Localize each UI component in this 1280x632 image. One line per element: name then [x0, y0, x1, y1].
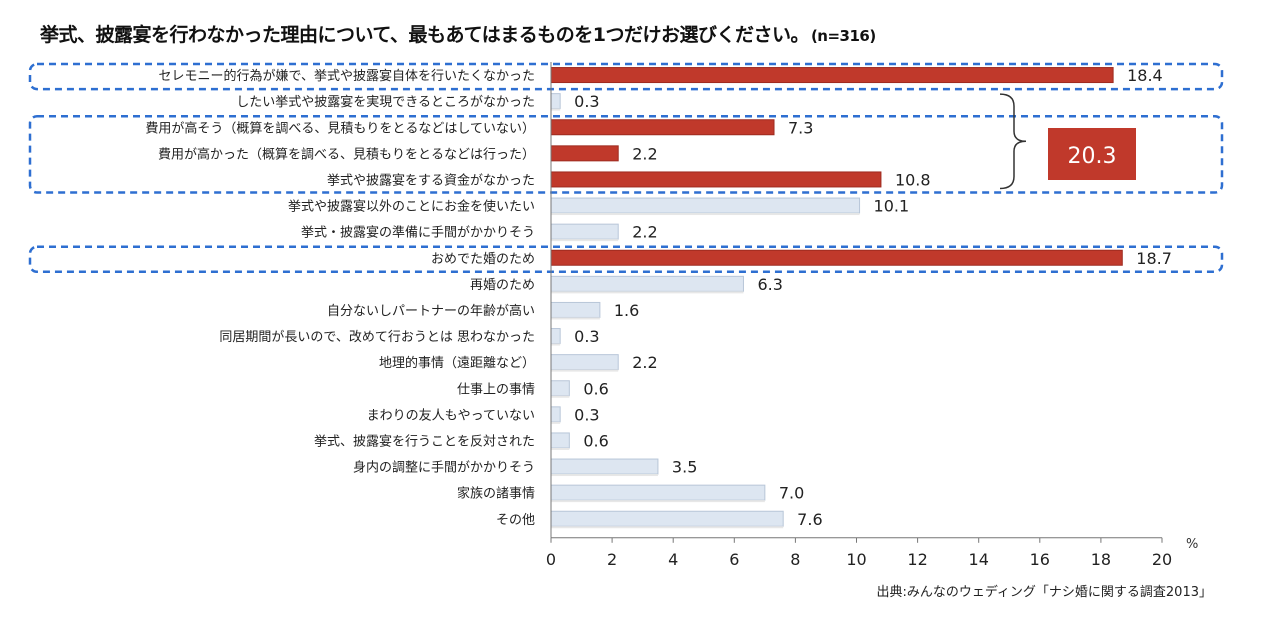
highlight-box-pregnancy: [28, 245, 1224, 274]
value-label: 3.5: [672, 458, 697, 477]
value-label: 0.3: [574, 405, 599, 424]
x-tick-label: 0: [546, 550, 556, 569]
category-label: 家族の諸事情: [457, 486, 535, 502]
category-label: 挙式・披露宴の準備に手間がかかりそう: [301, 225, 535, 241]
highlight-box-cost: [28, 114, 1224, 194]
bar-shadow: [551, 395, 570, 398]
bar: [550, 67, 1114, 84]
bar: [550, 458, 659, 475]
category-label: セレモニー的行為が嫌で、挙式や披露宴自体を行いたくなかった: [159, 68, 535, 84]
bar: [550, 275, 744, 292]
bar: [550, 432, 570, 449]
bar: [550, 93, 561, 110]
category-label: 費用が高そう（概算を調べる、見積もりをとるなどはしていない）: [145, 120, 535, 136]
bar-shadow: [551, 474, 658, 477]
category-label: その他: [496, 513, 535, 528]
sample-size-note: (n=316): [810, 27, 876, 45]
value-label: 1.6: [614, 301, 639, 320]
x-tick-label: 16: [1030, 550, 1050, 569]
bar: [550, 301, 601, 318]
bar-shadow: [551, 317, 600, 320]
bar: [550, 406, 561, 423]
bar-shadow: [551, 291, 744, 294]
bar-shadow: [551, 369, 619, 372]
value-label: 18.7: [1136, 249, 1172, 268]
source-note: 出典:みんなのウェディング「ナシ婚に関する調査2013」: [876, 584, 1212, 600]
bar: [550, 380, 570, 397]
x-tick-label: 20: [1152, 550, 1172, 569]
value-label: 6.3: [757, 275, 782, 294]
x-tick-label: 10: [846, 550, 866, 569]
bar: [550, 510, 784, 527]
value-label: 10.1: [874, 197, 910, 216]
category-label: 仕事上の事情: [457, 382, 535, 397]
bar: [550, 223, 619, 240]
x-tick-label: 6: [729, 550, 739, 569]
value-label: 10.8: [895, 170, 931, 189]
category-label: 身内の調整に手間がかかりそう: [353, 460, 535, 476]
x-tick-label: 18: [1091, 550, 1111, 569]
value-label: 7.0: [779, 484, 804, 503]
value-label: 7.6: [797, 510, 822, 529]
value-label: 0.3: [574, 327, 599, 346]
bar: [550, 171, 882, 188]
value-label: 0.3: [574, 92, 599, 111]
x-tick-label: 2: [607, 550, 617, 569]
category-label: 同居期間が長いので、改めて行おうとは 思わなかった: [219, 330, 535, 345]
x-tick-label: 14: [969, 550, 989, 569]
callout-value: 20.3: [1068, 144, 1117, 169]
value-label: 2.2: [632, 223, 657, 242]
callout-box: [1048, 128, 1136, 180]
x-tick-label: 4: [668, 550, 678, 569]
bar-shadow: [551, 500, 765, 503]
bar: [550, 197, 861, 214]
x-tick-label: 8: [790, 550, 800, 569]
x-tick-label: 12: [907, 550, 927, 569]
bar-shadow: [551, 526, 784, 529]
value-label: 7.3: [788, 118, 813, 137]
value-label: 2.2: [632, 144, 657, 163]
bar: [550, 119, 775, 136]
x-unit-label: %: [1186, 537, 1198, 552]
category-label: おめでた婚のため: [431, 252, 535, 267]
bar: [550, 354, 619, 371]
chart-title: 挙式、披露宴を行わなかった理由について、最もあてはまるものを1つだけお選びくださ…: [40, 20, 876, 47]
value-label: 0.6: [583, 431, 608, 450]
value-label: 2.2: [632, 353, 657, 372]
category-label: 挙式や披露宴をする資金がなかった: [327, 172, 535, 188]
category-label: 費用が高かった（概算を調べる、見積もりをとるなどは行った）: [158, 146, 535, 162]
category-label: 挙式や披露宴以外のことにお金を使いたい: [288, 199, 535, 215]
bar: [550, 328, 561, 345]
bar-shadow: [551, 447, 570, 450]
category-label: 挙式、披露宴を行うことを反対された: [314, 433, 535, 449]
highlight-box-ceremony: [28, 62, 1224, 91]
bar: [550, 249, 1123, 266]
bar-shadow: [551, 213, 860, 216]
category-label: 自分ないしパートナーの年齢が高い: [327, 303, 535, 319]
category-label: 地理的事情（遠距離など）: [379, 355, 535, 371]
bar-shadow: [551, 343, 561, 346]
category-label: したい挙式や披露宴を実現できるところがなかった: [236, 94, 535, 110]
category-label: 再婚のため: [470, 278, 535, 293]
value-label: 0.6: [583, 379, 608, 398]
bar-shadow: [551, 108, 561, 111]
chart-title-text: 挙式、披露宴を行わなかった理由について、最もあてはまるものを1つだけお選びくださ…: [40, 24, 809, 46]
value-label: 18.4: [1127, 66, 1163, 85]
category-label: まわりの友人もやっていない: [367, 407, 535, 423]
bar-shadow: [551, 421, 561, 424]
bar-shadow: [551, 239, 619, 242]
curly-brace: [999, 93, 1027, 190]
bar: [550, 145, 619, 162]
bar: [550, 484, 766, 501]
